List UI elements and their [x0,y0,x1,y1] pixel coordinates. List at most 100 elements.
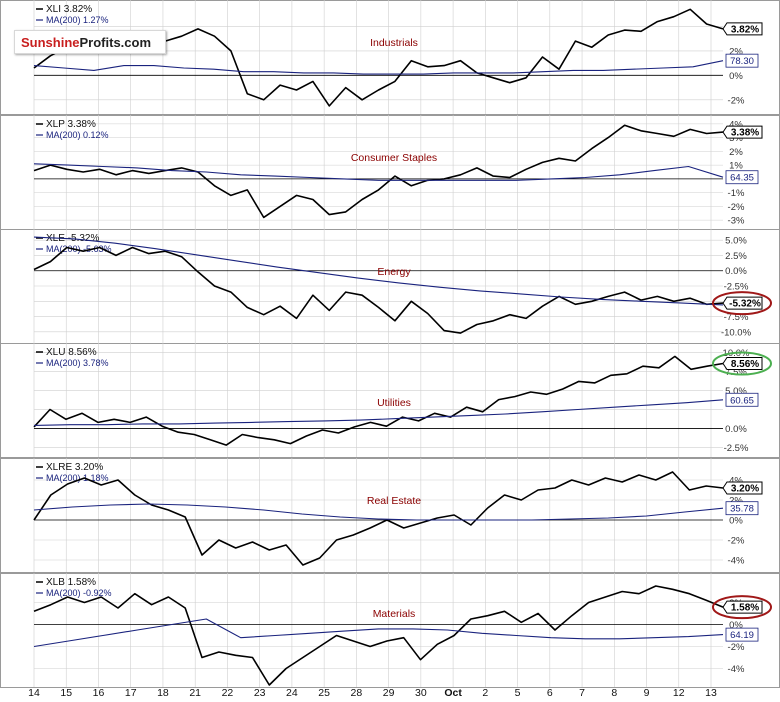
x-tick-label: 8 [611,687,617,699]
price-value-label: 8.56% [731,359,759,370]
price-line [33,355,724,446]
price-value-label: -5.32% [729,299,761,310]
ma-value-box [725,170,759,185]
x-tick-label: 21 [189,687,201,699]
price-value-label: 3.82% [731,24,759,35]
highlight-circle [712,291,772,316]
panel-legend: XLRE 3.20%MA(200) 1.18% [36,462,109,483]
y-tick-label: 1% [729,161,743,172]
price-value-box [722,296,763,310]
price-value-box [722,22,763,36]
sunshine-profits-logo: Sunshine Profits.com [14,30,166,54]
y-tick-label: 4% [729,476,743,487]
y-tick-label: -4% [728,664,745,675]
legend-price-label: XLU 8.56% [46,347,97,358]
legend-price-label: XLP 3.38% [46,119,96,130]
legend-ma-label: MA(200) 3.78% [46,358,109,368]
legend-ma-label: MA(200) 1.18% [46,473,109,483]
x-tick-label: 7 [579,687,585,699]
ma200-line [33,503,724,521]
x-tick-label: 16 [93,687,105,699]
panel-frame [0,229,780,344]
x-tick-label: 23 [254,687,266,699]
y-tick-label: -2% [728,642,745,653]
highlight-circle [712,351,772,376]
ma-value-box [725,53,759,68]
panel-title: Utilities [377,397,411,409]
y-tick-label: 7.5% [725,367,747,378]
price-line [33,585,724,686]
ma200-line [33,60,724,75]
panel-legend: XLB 1.58%MA(200) -0.92% [36,577,112,598]
legend-price-label: XLRE 3.20% [46,462,103,473]
panel-frame [0,115,780,230]
x-tick-label: 18 [157,687,169,699]
panel-frame [0,573,780,688]
panel-title: Real Estate [367,495,421,507]
y-tick-label: -10.0% [721,327,752,338]
panel-legend: XLI 3.82%MA(200) 1.27% [36,4,109,25]
ma-value-label: 64.35 [730,173,754,184]
x-tick-label: Oct [444,687,462,699]
legend-ma-label: MA(200) 0.12% [46,130,109,140]
price-value-box [722,481,763,495]
y-tick-label: -3% [728,216,745,227]
y-tick-label: 2% [729,496,743,507]
x-tick-label: 30 [415,687,427,699]
legend-price-label: XLB 1.58% [46,577,96,588]
ma200-line [33,163,724,181]
y-tick-label: 5.0% [725,386,747,397]
y-tick-label: 0% [729,620,743,631]
x-tick-label: 6 [547,687,553,699]
ma-value-box [725,627,759,642]
y-tick-label: -2.5% [724,282,749,293]
x-tick-label: 12 [673,687,685,699]
legend-price-label: XLI 3.82% [46,4,92,15]
price-value-label: 3.20% [731,484,759,495]
x-tick-label: 9 [644,687,650,699]
x-tick-label: 5 [515,687,521,699]
panel-energy: 5.0%2.5%0.0%-2.5%-5.0%-7.5%-10.0%EnergyX… [0,229,780,344]
panel-legend: XLU 8.56%MA(200) 3.78% [36,347,109,368]
y-tick-label: -2% [728,95,745,106]
logo-part-sunshine: Sunshine [21,34,80,50]
panel-title: Consumer Staples [351,152,437,164]
panel-real-estate: 4% 2% 0% -2% -4% Real Estate XLRE 3.20%MA(200)… [0,458,780,573]
y-tick-label: 4% [729,119,743,130]
y-tick-label: 2% [729,147,743,158]
logo-part-profits: Profits.com [79,34,152,50]
x-tick-label: 2 [482,687,488,699]
legend-ma-label: MA(200) 1.27% [46,15,109,25]
y-tick-label: 5.0% [725,236,747,247]
ma-value-label: 60.65 [730,395,754,406]
x-tick-label: 25 [318,687,330,699]
y-tick-label: -7.5% [724,312,749,323]
highlight-circle [712,595,772,620]
price-line [33,246,724,334]
legend-ma-label: MA(200) -5.63% [46,244,112,254]
ma-value-label: 78.30 [730,56,754,67]
ma-value-box [725,392,759,407]
price-value-box [722,125,763,139]
y-tick-label: 0.0% [725,266,747,277]
price-value-box [722,600,763,614]
panel-frame [0,0,780,115]
x-tick-label: 17 [125,687,137,699]
x-tick-label: 28 [351,687,363,699]
y-tick-label: -2.5% [724,443,749,454]
y-tick-label: -1% [728,188,745,199]
ma200-line [33,618,724,648]
legend-ma-label: MA(200) -0.92% [46,588,112,598]
y-tick-label: 2.5% [725,251,747,262]
x-tick-label: 14 [28,687,40,699]
y-tick-label: -4% [728,556,745,567]
ma-value-label: 64.19 [730,630,754,641]
ma200-line [33,236,724,306]
price-value-box [722,357,763,371]
x-tick-label: 24 [286,687,298,699]
x-tick-label: 13 [705,687,717,699]
